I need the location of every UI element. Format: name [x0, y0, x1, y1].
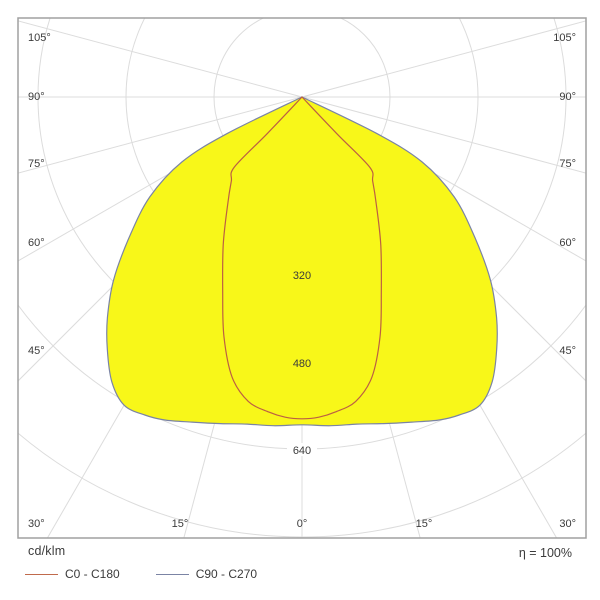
angle-tick-label-bottom: 30° — [28, 518, 45, 530]
ring-value-label: 640 — [293, 445, 311, 457]
efficiency-label: η = 100% — [518, 546, 572, 560]
angle-tick-label-left: 75° — [28, 158, 45, 170]
grid-ray — [18, 96, 303, 174]
grid-ray — [18, 20, 303, 98]
curve-c0-c180 — [222, 96, 382, 420]
grid-ray — [301, 20, 586, 98]
angle-tick-label-left: 105° — [28, 32, 51, 44]
angle-tick-label-bottom: 15° — [416, 518, 433, 530]
chart-frame — [17, 17, 587, 539]
unit-label: cd/klm — [28, 544, 66, 558]
angle-tick-label-right: 45° — [559, 345, 576, 357]
angle-tick-label-right: 105° — [553, 32, 576, 44]
legend: C0 - C180 C90 - C270 — [25, 566, 257, 582]
angle-tick-label-bottom: 30° — [559, 518, 576, 530]
angle-tick-label-left: 60° — [28, 237, 45, 249]
angle-tick-label-right: 75° — [559, 158, 576, 170]
legend-label-c0-c180: C0 - C180 — [65, 567, 120, 581]
legend-line-c90-c270-icon — [155, 573, 189, 575]
ring-label-bg — [287, 443, 317, 456]
ring-value-label: 480 — [293, 358, 311, 370]
legend-line-c0-c180-icon — [25, 573, 58, 575]
angle-tick-label-left: 90° — [28, 91, 45, 103]
legend-label-c90-c270: C90 - C270 — [195, 567, 258, 581]
angle-tick-label-bottom: 0° — [297, 518, 308, 530]
angle-tick-label-bottom: 15° — [172, 518, 189, 530]
ring-value-label: 320 — [293, 270, 311, 282]
angle-tick-label-right: 60° — [559, 237, 576, 249]
grid-ray — [301, 96, 586, 174]
angle-tick-label-left: 45° — [28, 345, 45, 357]
angle-tick-label-right: 90° — [559, 91, 576, 103]
